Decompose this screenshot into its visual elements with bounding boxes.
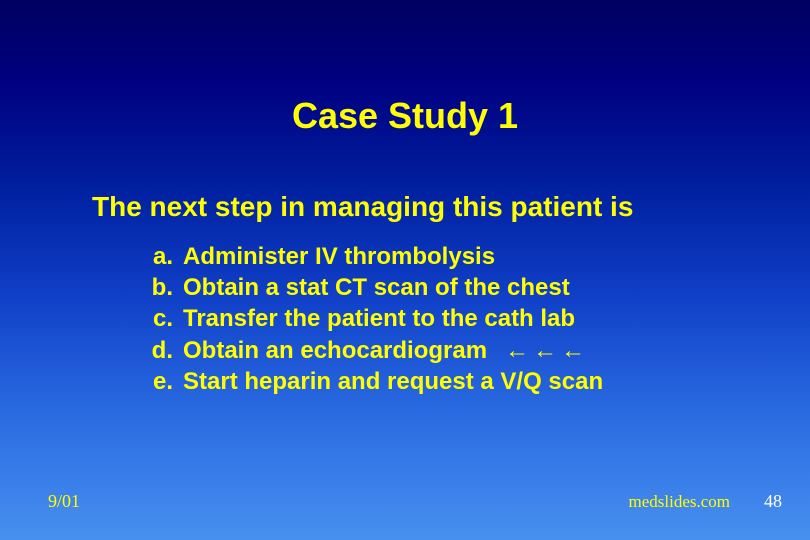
footer-source: medslides.com: [628, 492, 730, 512]
option-text-label: Administer IV thrombolysis: [183, 243, 495, 270]
slide-title: Case Study 1: [0, 0, 810, 137]
option-row: b. Obtain a stat CT scan of the chest: [145, 272, 810, 303]
option-text-label: Obtain an echocardiogram: [183, 337, 487, 364]
option-row: a. Administer IV thrombolysis: [145, 241, 810, 272]
slide-question: The next step in managing this patient i…: [0, 137, 810, 223]
option-text: Obtain an echocardiogram←←←: [183, 335, 810, 366]
option-text: Transfer the patient to the cath lab: [183, 303, 810, 334]
option-text-label: Transfer the patient to the cath lab: [183, 305, 575, 332]
option-text: Administer IV thrombolysis: [183, 241, 810, 272]
footer-page-number: 48: [764, 491, 782, 512]
footer-date: 9/01: [48, 491, 80, 512]
option-text: Start heparin and request a V/Q scan: [183, 366, 810, 397]
option-text-label: Obtain a stat CT scan of the chest: [183, 274, 570, 301]
options-list: a. Administer IV thrombolysis b. Obtain …: [0, 223, 810, 397]
option-letter: b.: [145, 272, 183, 303]
option-row: e. Start heparin and request a V/Q scan: [145, 366, 810, 397]
option-row: d. Obtain an echocardiogram←←←: [145, 335, 810, 366]
option-text: Obtain a stat CT scan of the chest: [183, 272, 810, 303]
option-letter: d.: [145, 335, 183, 366]
option-text-label: Start heparin and request a V/Q scan: [183, 368, 603, 395]
option-letter: e.: [145, 366, 183, 397]
arrow-left-icon: ←←←: [487, 335, 589, 366]
option-row: c. Transfer the patient to the cath lab: [145, 303, 810, 334]
option-letter: c.: [145, 303, 183, 334]
option-letter: a.: [145, 241, 183, 272]
